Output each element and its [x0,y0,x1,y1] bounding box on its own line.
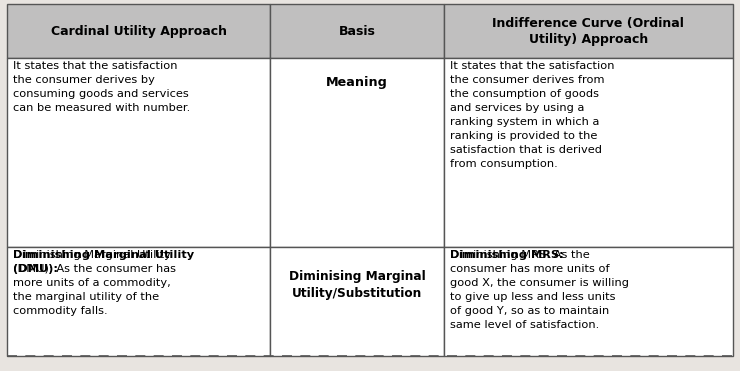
Bar [7,58,270,247]
Bar [270,4,444,58]
Text: Diminishing MRS: As the
consumer has more units of
good X, the consumer is willi: Diminishing MRS: As the consumer has mor… [450,250,629,330]
Text: It states that the satisfaction
the consumer derives from
the consumption of goo: It states that the satisfaction the cons… [450,61,614,169]
Bar [270,58,444,247]
Bar [444,58,733,247]
Text: Basis: Basis [338,24,375,37]
Text: Diminishing Marginal Utility
(DMU):: Diminishing Marginal Utility (DMU): [13,250,195,274]
Bar [7,247,270,356]
Bar [444,247,733,356]
Text: Meaning: Meaning [326,76,388,89]
Text: Diminishing MRS:: Diminishing MRS: [450,250,564,260]
Text: Indifference Curve (Ordinal
Utility) Approach: Indifference Curve (Ordinal Utility) App… [492,17,684,46]
Bar [7,4,270,58]
Bar [270,247,444,356]
Bar [444,4,733,58]
Text: It states that the satisfaction
the consumer derives by
consuming goods and serv: It states that the satisfaction the cons… [13,61,191,113]
Text: Diminishing Marginal Utility
(DMU): As the consumer has
more units of a commodit: Diminishing Marginal Utility (DMU): As t… [13,250,176,316]
Text: Cardinal Utility Approach: Cardinal Utility Approach [50,24,226,37]
Text: Diminising Marginal
Utility/Substitution: Diminising Marginal Utility/Substitution [289,270,426,300]
